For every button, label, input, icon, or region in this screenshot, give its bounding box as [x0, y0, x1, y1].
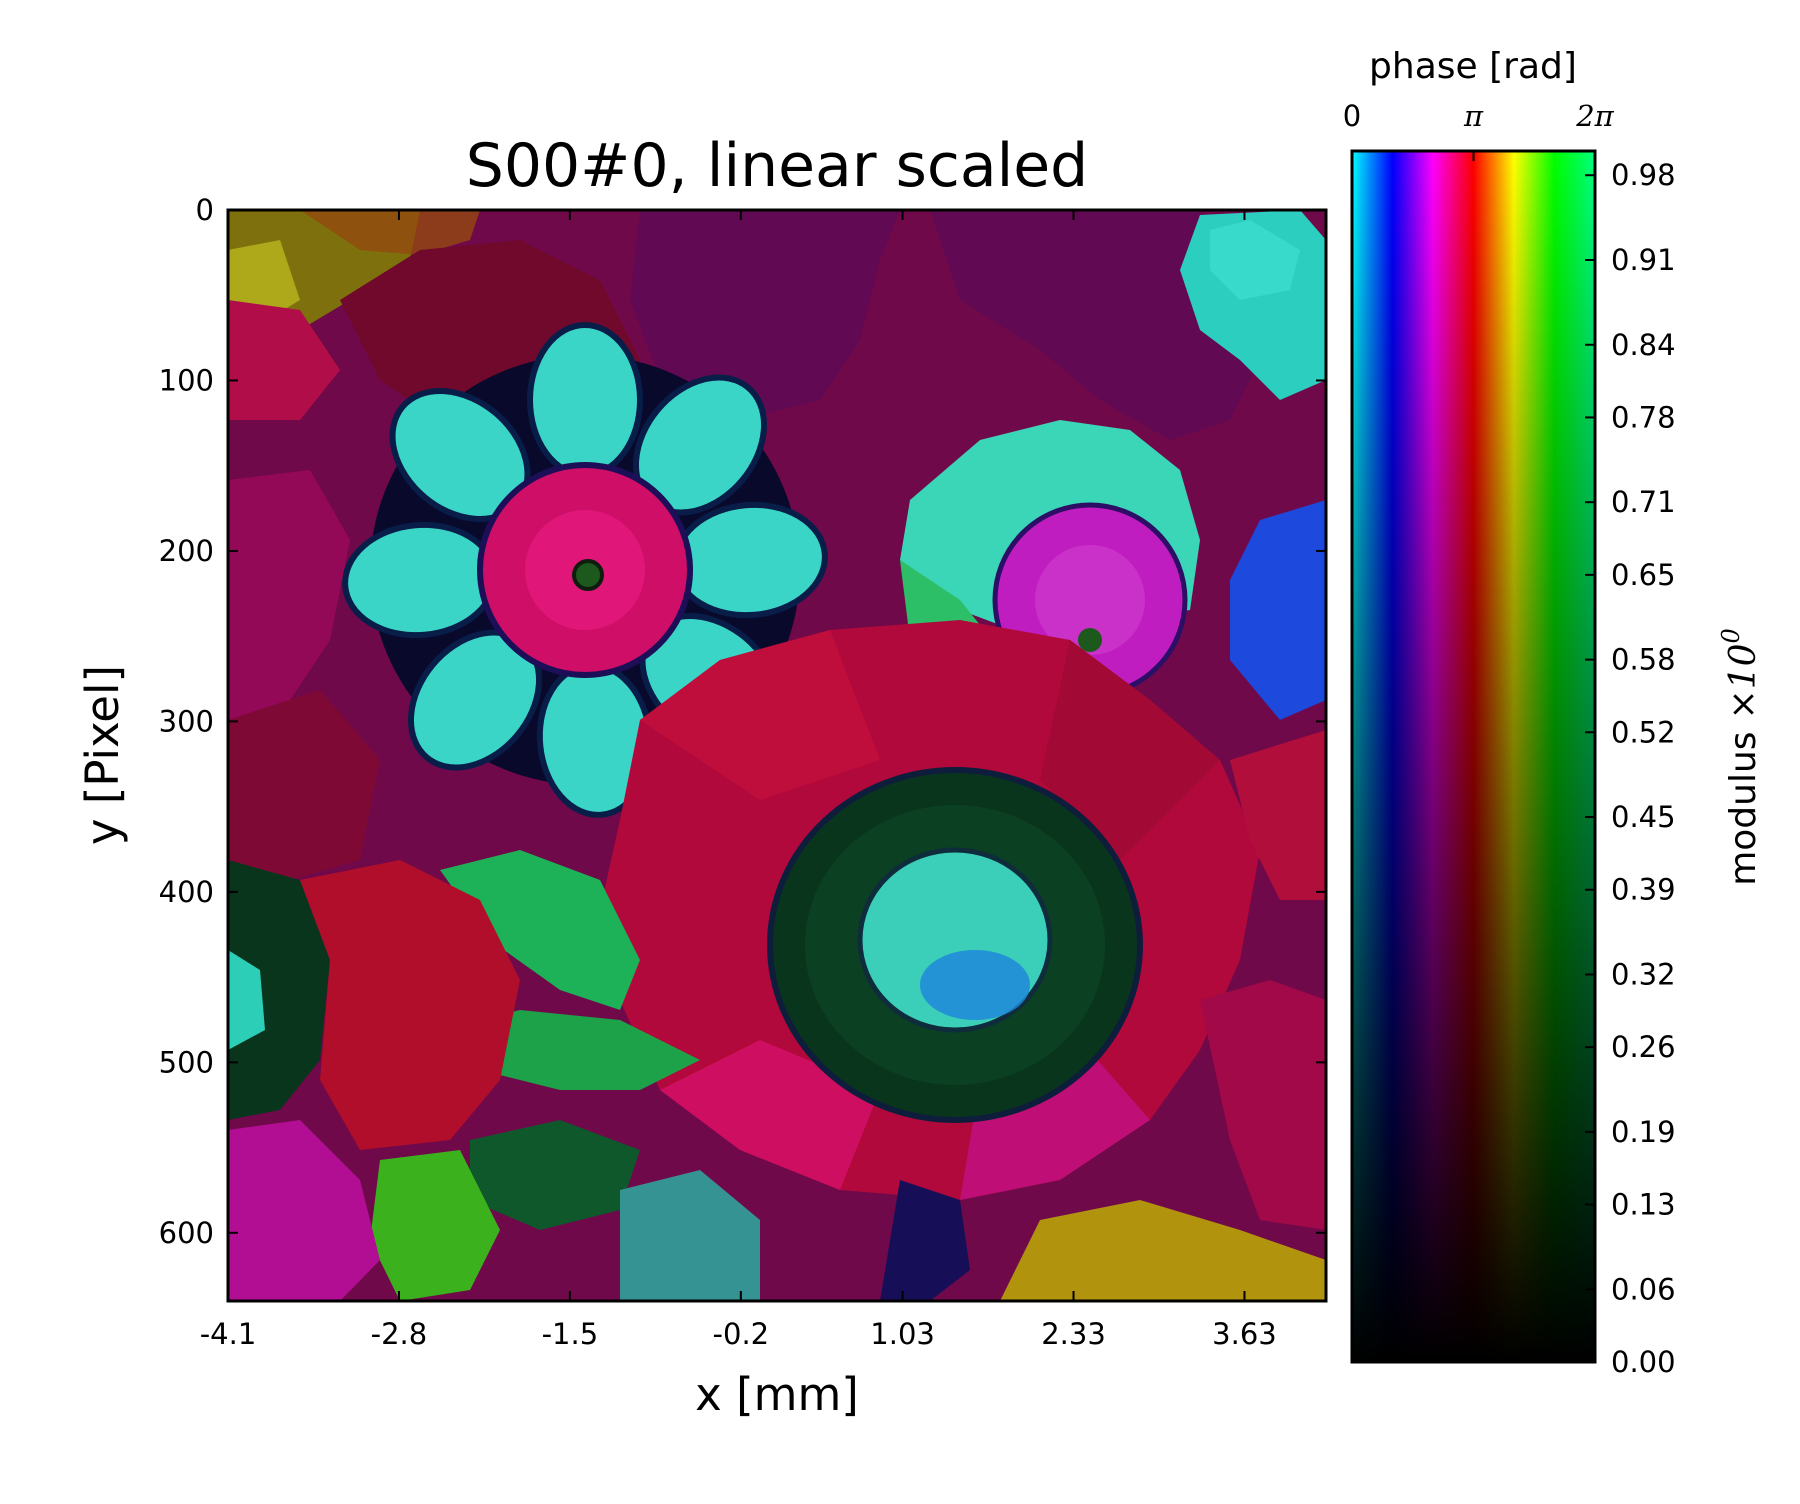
colorbar-tick-label: 0.65 [1611, 558, 1676, 592]
phase-tick-label: 0 [1343, 99, 1361, 133]
y-tick-label: 600 [159, 1216, 214, 1250]
x-tick-label: 3.63 [1212, 1317, 1277, 1351]
colorbar-modulus-label: modulus [1723, 731, 1764, 885]
colorbar-tick-label: 0.39 [1611, 873, 1676, 907]
plot-frame [226, 208, 1328, 1303]
colorbar-tick-label: 0.26 [1611, 1030, 1676, 1064]
phase-tick-label: 2π [1575, 99, 1614, 133]
x-tick-label: -1.5 [542, 1317, 599, 1351]
colorbar-modulus-scale: ×10 [1723, 643, 1764, 719]
x-tick-label: -0.2 [713, 1317, 770, 1351]
colorbar-tick-label: 0.32 [1611, 957, 1676, 991]
colorbar-modulus-ticks: 0.98 0.91 0.84 0.78 0.71 0.65 0.58 0.52 0.45 0.39… [1585, 158, 1676, 1379]
x-axis-label: x [mm] [695, 1368, 859, 1421]
y-tick-label: 100 [159, 363, 214, 397]
y-tick-label: 500 [159, 1045, 214, 1079]
colorbar-tick-label: 0.19 [1611, 1115, 1676, 1149]
colorbar-tick-label: 0.78 [1611, 400, 1676, 434]
colorbar-tick-label: 0.71 [1611, 485, 1676, 519]
colorbar-tick-label: 0.98 [1611, 158, 1676, 192]
colorbar-modulus-label-text: modulus ×100 [1717, 628, 1764, 886]
y-tick-label: 200 [159, 534, 214, 568]
colorbar-tick-label: 0.45 [1611, 800, 1676, 834]
y-axis: 0 100 200 300 400 500 600 [159, 193, 1326, 1250]
colorbar-tick-label: 0.84 [1611, 328, 1676, 362]
colorbar-tick-label: 0.00 [1611, 1345, 1676, 1379]
colorbar-phase-ticks: 0 π 2π [1343, 99, 1615, 161]
x-tick-label: 2.33 [1041, 1317, 1106, 1351]
colorbar-modulus-shade [1352, 151, 1595, 1362]
y-tick-label: 0 [196, 193, 214, 227]
colorbar-modulus-exponent: 0 [1717, 628, 1745, 643]
x-tick-label: -4.1 [200, 1317, 257, 1351]
colorbar-tick-label: 0.52 [1611, 715, 1676, 749]
x-axis: -4.1 -2.8 -1.5 -0.2 1.03 2.33 3.63 [200, 210, 1277, 1351]
colorbar-tick-label: 0.06 [1611, 1272, 1676, 1306]
colorbar-modulus-label-group: modulus ×100 [1717, 628, 1764, 886]
red-poppy [600, 620, 1260, 1200]
colorbar: 0.98 0.91 0.84 0.78 0.71 0.65 0.58 0.52 0.45 0.39… [1343, 46, 1764, 1379]
colorbar-tick-label: 0.13 [1611, 1188, 1676, 1222]
y-tick-label: 300 [159, 704, 214, 738]
colorbar-tick-label: 0.58 [1611, 643, 1676, 677]
x-tick-label: 1.03 [870, 1317, 935, 1351]
chart-title: S00#0, linear scaled [466, 131, 1089, 201]
heatmap-image [228, 210, 1326, 1301]
y-axis-label: y [Pixel] [76, 665, 129, 845]
x-tick-label: -2.8 [371, 1317, 428, 1351]
phase-tick-label: π [1463, 99, 1484, 133]
y-tick-label: 400 [159, 875, 214, 909]
colorbar-phase-label: phase [rad] [1369, 46, 1577, 87]
colorbar-tick-label: 0.91 [1611, 243, 1676, 277]
